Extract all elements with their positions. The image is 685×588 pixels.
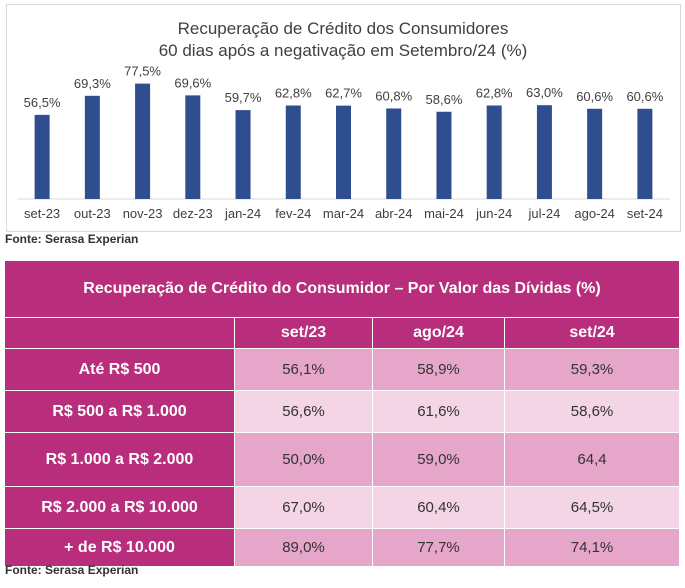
bar-mai-24 [436, 111, 452, 199]
table-row-label: R$ 1.000 a R$ 2.000 [4, 432, 235, 487]
table-cell: 56,1% [234, 348, 373, 391]
table-cell: 89,0% [234, 528, 373, 567]
bar-jul-24 [536, 105, 552, 199]
table-cell: 56,6% [234, 390, 373, 433]
table-cell: 58,6% [503, 390, 681, 433]
bar-set-24 [637, 108, 653, 199]
table-cell: 61,6% [372, 390, 505, 433]
table-column-header: set/24 [503, 317, 681, 349]
table-cell: 59,0% [372, 432, 505, 487]
x-tick-label: ago-24 [574, 206, 614, 221]
table-cell: 59,3% [503, 348, 681, 391]
data-label: 56,5% [24, 95, 61, 110]
data-label: 60,8% [375, 88, 412, 103]
bar-nov-23 [135, 83, 151, 199]
table-title: Recuperação de Crédito do Consumidor – P… [3, 260, 681, 318]
x-tick-label: abr-24 [375, 206, 413, 221]
data-label: 59,7% [225, 90, 262, 105]
bar-mar-24 [336, 105, 351, 199]
chart-source: Fonte: Serasa Experian [5, 232, 139, 246]
x-tick-label: jan-24 [224, 206, 261, 221]
table-column-header [4, 317, 235, 349]
table-row: Até R$ 500 56,1% 58,9% 59,3% [4, 348, 681, 391]
x-tick-label: set-24 [627, 206, 663, 221]
table-row: R$ 1.000 a R$ 2.000 50,0% 59,0% 64,4 [4, 432, 681, 487]
table-source: Fonte: Serasa Experian [5, 563, 139, 577]
bar-abr-24 [386, 108, 402, 199]
table-cell: 60,4% [372, 486, 505, 529]
x-tick-label: nov-23 [123, 206, 163, 221]
x-tick-label: mai-24 [424, 206, 464, 221]
table-column-header: set/23 [234, 317, 373, 349]
table-cell: 77,7% [372, 528, 505, 567]
table-column-header: ago/24 [372, 317, 505, 349]
bar-set-23 [34, 114, 50, 199]
table-header-row: set/23 ago/24 set/24 [4, 317, 681, 349]
table-row-label: R$ 500 a R$ 1.000 [4, 390, 235, 433]
bar-fev-24 [285, 105, 301, 199]
bar-jan-24 [235, 110, 251, 199]
table-row: + de R$ 10.000 89,0% 77,7% 74,1% [4, 528, 681, 567]
x-tick-label: fev-24 [275, 206, 311, 221]
bar-out-23 [84, 95, 100, 199]
data-label: 62,8% [476, 85, 513, 100]
data-label: 62,7% [325, 86, 362, 101]
table-row-label: R$ 2.000 a R$ 10.000 [4, 486, 235, 529]
table-row: R$ 500 a R$ 1.000 56,6% 61,6% 58,6% [4, 390, 681, 433]
debt-value-table: Recuperação de Crédito do Consumidor – P… [3, 260, 681, 567]
table-row-label: Até R$ 500 [4, 348, 235, 391]
data-label: 77,5% [124, 64, 161, 79]
table-cell: 58,9% [372, 348, 505, 391]
data-label: 58,6% [426, 92, 463, 107]
table-row-label: + de R$ 10.000 [4, 528, 235, 567]
data-label: 69,6% [174, 75, 211, 90]
chart-title: Recuperação de Crédito dos Consumidores [178, 19, 509, 38]
table-cell: 64,4 [503, 432, 681, 487]
data-label: 69,3% [74, 76, 111, 91]
table-row: R$ 2.000 a R$ 10.000 67,0% 60,4% 64,5% [4, 486, 681, 529]
bar-chart-panel: Recuperação de Crédito dos Consumidores … [6, 4, 681, 232]
x-tick-label: mar-24 [323, 206, 364, 221]
x-tick-label: set-23 [24, 206, 60, 221]
bar-ago-24 [587, 108, 603, 199]
bar-jun-24 [486, 105, 502, 199]
x-tick-label: dez-23 [173, 206, 213, 221]
table-cell: 64,5% [503, 486, 681, 529]
table-cell: 67,0% [234, 486, 373, 529]
data-label: 60,6% [576, 89, 613, 104]
bar-chart: Recuperação de Crédito dos Consumidores … [17, 19, 670, 221]
x-tick-label: jun-24 [475, 206, 512, 221]
table-cell: 74,1% [503, 528, 681, 567]
x-tick-label: out-23 [74, 206, 111, 221]
data-label: 63,0% [526, 85, 563, 100]
data-label: 60,6% [626, 89, 663, 104]
chart-subtitle: 60 dias após a negativação em Setembro/2… [159, 41, 528, 60]
table-cell: 50,0% [234, 432, 373, 487]
bar-dez-23 [185, 95, 201, 199]
data-label: 62,8% [275, 85, 312, 100]
x-tick-label: jul-24 [528, 206, 561, 221]
